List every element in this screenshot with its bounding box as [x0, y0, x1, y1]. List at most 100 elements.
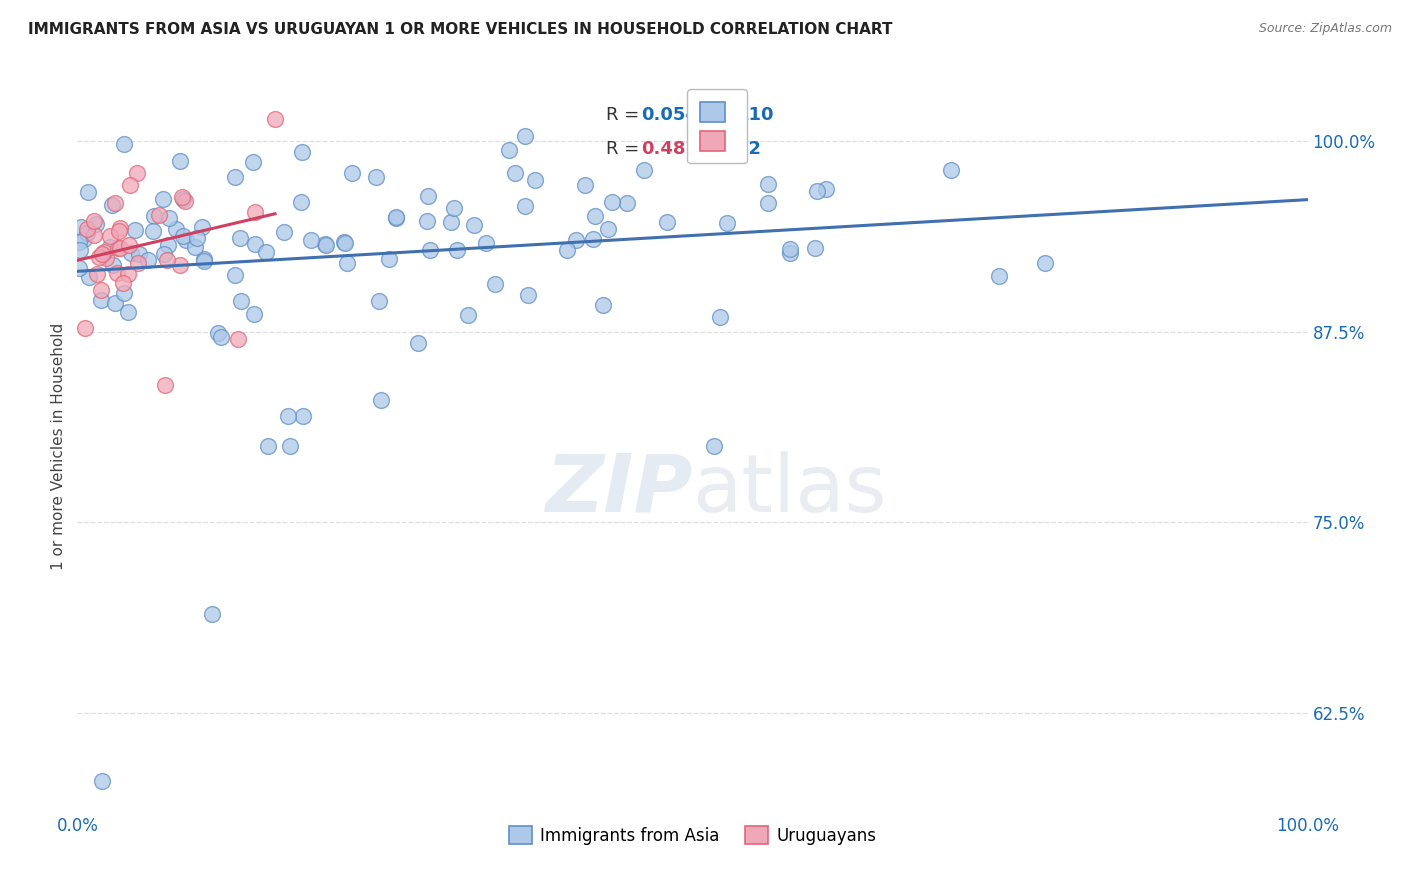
Point	[153, 247, 176, 261]
Point	[83, 227, 105, 242]
Point	[1033, 256, 1056, 270]
Point	[457, 308, 479, 322]
Point	[117, 267, 139, 281]
Point	[110, 220, 132, 235]
Point	[183, 240, 205, 254]
Point	[90, 293, 112, 307]
Point	[136, 252, 159, 267]
Point	[333, 236, 356, 251]
Point	[224, 268, 246, 282]
Point	[385, 211, 408, 226]
Text: R =: R =	[606, 106, 645, 124]
Point	[229, 294, 252, 309]
Text: IMMIGRANTS FROM ASIA VS URUGUAYAN 1 OR MORE VEHICLES IN HOUSEHOLD CORRELATION CH: IMMIGRANTS FROM ASIA VS URUGUAYAN 1 OR M…	[28, 22, 893, 37]
Point	[756, 177, 779, 191]
Point	[703, 439, 725, 453]
Point	[224, 170, 246, 185]
Point	[256, 439, 278, 453]
Point	[988, 268, 1011, 283]
Point	[142, 223, 165, 237]
Point	[70, 220, 93, 235]
Point	[143, 210, 166, 224]
Point	[814, 182, 837, 196]
Point	[76, 186, 98, 200]
Point	[73, 320, 96, 334]
Point	[108, 241, 131, 255]
Text: R =: R =	[606, 140, 645, 158]
Point	[314, 236, 336, 251]
Point	[127, 256, 149, 270]
Point	[86, 267, 108, 281]
Text: ZIP: ZIP	[546, 450, 693, 529]
Point	[128, 247, 150, 261]
Point	[264, 112, 287, 127]
Point	[77, 269, 100, 284]
Point	[333, 235, 356, 249]
Point	[112, 286, 135, 301]
Point	[342, 166, 364, 180]
Point	[108, 224, 131, 238]
Point	[76, 226, 98, 240]
Point	[291, 145, 314, 160]
Point	[564, 233, 586, 247]
Point	[406, 335, 429, 350]
Point	[193, 253, 215, 268]
Text: 32: 32	[737, 140, 762, 158]
Point	[84, 217, 107, 231]
Point	[90, 283, 112, 297]
Point	[415, 214, 437, 228]
Point	[716, 216, 738, 230]
Point	[83, 214, 105, 228]
Point	[207, 326, 229, 340]
Point	[242, 155, 264, 169]
Point	[169, 258, 191, 272]
Point	[148, 208, 170, 222]
Point	[124, 223, 146, 237]
Point	[174, 233, 197, 247]
Point	[93, 245, 115, 260]
Point	[96, 251, 118, 265]
Point	[105, 266, 128, 280]
Point	[125, 166, 148, 180]
Point	[616, 195, 638, 210]
Point	[170, 190, 193, 204]
Point	[385, 210, 408, 224]
Point	[378, 252, 401, 267]
Point	[419, 243, 441, 257]
Point	[69, 235, 91, 249]
Point	[242, 307, 264, 321]
Point	[101, 258, 124, 272]
Point	[103, 295, 125, 310]
Point	[118, 237, 141, 252]
Point	[243, 236, 266, 251]
Point	[186, 231, 208, 245]
Point	[633, 163, 655, 178]
Point	[278, 439, 301, 453]
Text: atlas: atlas	[693, 450, 887, 529]
Point	[779, 246, 801, 260]
Point	[172, 228, 194, 243]
Point	[336, 256, 359, 270]
Point	[69, 243, 91, 257]
Point	[90, 774, 112, 789]
Point	[190, 220, 212, 235]
Point	[72, 232, 94, 246]
Point	[557, 243, 579, 257]
Point	[273, 225, 295, 239]
Point	[169, 154, 191, 169]
Point	[152, 192, 174, 206]
Point	[582, 232, 605, 246]
Point	[756, 196, 779, 211]
Point	[291, 409, 314, 423]
Point	[515, 198, 537, 212]
Point	[67, 261, 90, 276]
Y-axis label: 1 or more Vehicles in Household: 1 or more Vehicles in Household	[51, 322, 66, 570]
Point	[939, 162, 962, 177]
Point	[315, 238, 337, 252]
Point	[254, 245, 277, 260]
Point	[117, 305, 139, 319]
Point	[513, 129, 536, 144]
Point	[600, 195, 623, 210]
Point	[484, 277, 506, 292]
Point	[443, 201, 465, 215]
